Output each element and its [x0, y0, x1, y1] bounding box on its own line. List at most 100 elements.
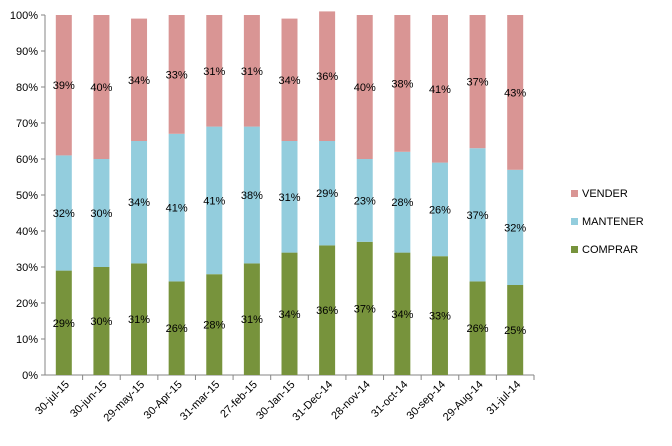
bar-segment-mantener: [131, 141, 148, 264]
bar-segment-comprar: [356, 241, 373, 375]
data-label-mantener: 32%: [53, 208, 75, 220]
data-label-mantener: 41%: [166, 203, 188, 215]
y-tick-label: 50%: [16, 190, 38, 202]
data-label-comprar: 31%: [241, 314, 263, 326]
y-tick-label: 30%: [16, 262, 38, 274]
x-tick-label: 31-jul-14: [485, 379, 524, 418]
bar-segment-vender: [281, 18, 298, 142]
bar-segment-vender: [206, 15, 223, 127]
bar-segment-vender: [55, 15, 72, 156]
legend-swatch-vender: [571, 190, 578, 197]
bar-segment-mantener: [431, 162, 448, 257]
bar-segment-mantener: [55, 155, 72, 271]
bar-segment-mantener: [356, 159, 373, 242]
bar-segment-vender: [243, 15, 260, 127]
bar-segment-comprar: [131, 263, 148, 375]
legend-swatch-mantener: [571, 218, 578, 225]
x-tick-label: 28-nov-14: [329, 379, 373, 423]
x-tick-label: 29-may-15: [101, 379, 147, 425]
y-tick-label: 20%: [16, 298, 38, 310]
data-label-vender: 34%: [278, 75, 300, 87]
data-label-vender: 37%: [467, 77, 489, 89]
bar-segment-mantener: [319, 141, 336, 246]
data-label-mantener: 38%: [241, 190, 263, 202]
data-label-comprar: 33%: [429, 311, 451, 323]
data-label-mantener: 31%: [278, 192, 300, 204]
bar-segment-mantener: [281, 141, 298, 253]
data-label-vender: 41%: [429, 84, 451, 96]
bar-segment-mantener: [206, 126, 223, 275]
bar-segment-comprar: [394, 252, 411, 375]
y-tick-label: 70%: [16, 118, 38, 130]
data-label-mantener: 30%: [90, 208, 112, 220]
data-label-mantener: 28%: [391, 197, 413, 209]
data-label-vender: 31%: [241, 66, 263, 78]
bar-segment-comprar: [55, 270, 72, 375]
legend-label-vender: VENDER: [582, 188, 628, 200]
bar-segment-vender: [319, 11, 336, 142]
bar-segment-comprar: [243, 263, 260, 375]
bar-segment-vender: [469, 15, 486, 149]
y-tick-label: 60%: [16, 154, 38, 166]
legend-swatch-comprar: [571, 246, 578, 253]
data-label-vender: 40%: [90, 82, 112, 94]
bar-segment-comprar: [281, 252, 298, 375]
bar-segment-comprar: [93, 267, 110, 375]
y-tick-label: 0%: [22, 370, 38, 382]
data-label-vender: 36%: [316, 71, 338, 83]
bar-segment-mantener: [93, 159, 110, 267]
data-label-vender: 34%: [128, 75, 150, 87]
x-axis-ticks: 30-jul-1530-jun-1529-may-1530-Apr-1531-m…: [33, 375, 535, 425]
y-axis-ticks: 0% 10% 20% 30% 40% 50% 60% 70% 80% 90% 100%: [10, 10, 45, 382]
bar-segment-vender: [431, 15, 448, 163]
bar-segment-vender: [168, 15, 185, 134]
data-label-comprar: 26%: [467, 323, 489, 335]
legend-label-comprar: COMPRAR: [582, 244, 638, 256]
data-label-comprar: 34%: [391, 309, 413, 321]
data-label-comprar: 26%: [166, 323, 188, 335]
bar-segment-vender: [507, 15, 524, 170]
bar-segment-mantener: [507, 169, 524, 285]
data-label-mantener: 37%: [467, 210, 489, 222]
bar-segment-mantener: [469, 148, 486, 282]
data-label-comprar: 25%: [504, 325, 526, 337]
bar-segment-comprar: [431, 256, 448, 375]
data-label-comprar: 31%: [128, 314, 150, 326]
bar-segment-mantener: [168, 133, 185, 282]
chart-value-labels: 29% 32% 39% 30% 30% 40% 31% 34% 34% 26% 41% 33% 28% 4…: [53, 66, 527, 337]
x-tick-label: 29-Aug-14: [441, 379, 486, 424]
bar-segment-vender: [394, 15, 411, 152]
bar-segment-vender: [131, 18, 148, 142]
data-label-comprar: 30%: [90, 316, 112, 328]
y-tick-label: 80%: [16, 82, 38, 94]
bar-segment-comprar: [469, 281, 486, 375]
data-label-comprar: 37%: [354, 303, 376, 315]
bar-segment-mantener: [243, 126, 260, 264]
y-tick-label: 40%: [16, 226, 38, 238]
data-label-mantener: 34%: [128, 197, 150, 209]
x-tick-label: 31-Dec-14: [290, 379, 335, 424]
data-label-mantener: 41%: [203, 195, 225, 207]
data-label-mantener: 32%: [504, 222, 526, 234]
bar-segment-comprar: [507, 285, 524, 375]
data-label-mantener: 26%: [429, 204, 451, 216]
data-label-comprar: 28%: [203, 320, 225, 332]
y-tick-label: 100%: [10, 10, 38, 22]
bar-segment-comprar: [206, 274, 223, 375]
bar-segment-mantener: [394, 151, 411, 253]
x-tick-label: 30-jul-15: [33, 379, 72, 418]
y-tick-label: 10%: [16, 334, 38, 346]
data-label-comprar: 29%: [53, 318, 75, 330]
bar-segment-comprar: [319, 245, 336, 375]
data-label-mantener: 23%: [354, 195, 376, 207]
bar-segment-comprar: [168, 281, 185, 375]
chart-bars: [55, 11, 524, 375]
y-tick-label: 90%: [16, 46, 38, 58]
chart-legend: VENDER MANTENER COMPRAR: [571, 188, 644, 256]
data-label-vender: 31%: [203, 66, 225, 78]
data-label-vender: 38%: [391, 78, 413, 90]
data-label-vender: 33%: [166, 69, 188, 81]
data-label-vender: 40%: [354, 82, 376, 94]
bar-segment-vender: [356, 15, 373, 159]
